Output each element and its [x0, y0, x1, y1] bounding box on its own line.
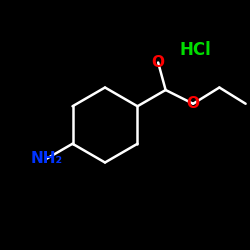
Text: O: O [152, 55, 164, 70]
Text: O: O [186, 96, 200, 111]
Text: NH₂: NH₂ [30, 151, 62, 166]
Text: HCl: HCl [179, 41, 211, 59]
